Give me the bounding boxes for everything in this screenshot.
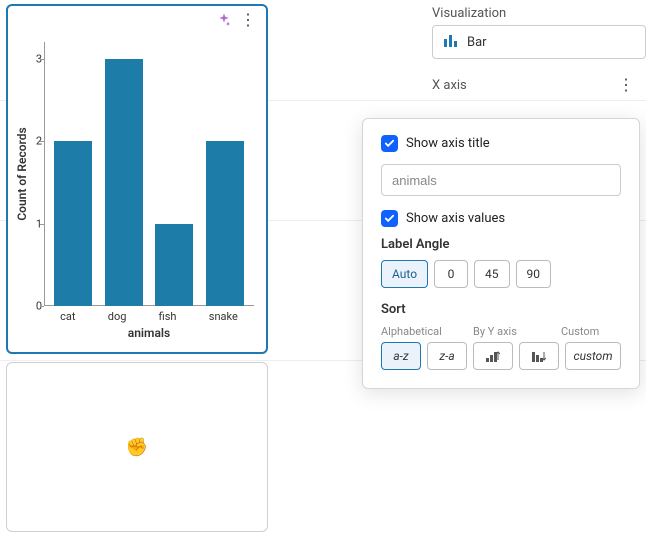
bar-cat[interactable]	[54, 141, 92, 306]
axis-title-input[interactable]	[381, 164, 621, 196]
x-axis-title: animals	[44, 326, 254, 340]
x-tick-label: fish	[159, 310, 177, 323]
show-axis-title-label: Show axis title	[406, 136, 490, 151]
y-axis-title: Count of Records	[15, 127, 29, 220]
sort-alpha-z-a[interactable]: z-a	[427, 342, 467, 370]
sort-label: Sort	[381, 302, 621, 317]
chart-card[interactable]: ⋮ Count of Records 0123 catdogfishsnake …	[6, 4, 268, 354]
angle-option-45[interactable]: 45	[474, 260, 510, 288]
sort-yaxis-desc-icon[interactable]	[519, 342, 559, 370]
angle-option-auto[interactable]: Auto	[381, 260, 428, 288]
sort-header-custom: Custom	[561, 325, 599, 338]
x-tick-label: snake	[209, 310, 238, 323]
angle-option-0[interactable]: 0	[434, 260, 468, 288]
chart-plot	[44, 42, 254, 306]
y-tick-mark	[40, 306, 44, 307]
label-angle-label: Label Angle	[381, 237, 621, 252]
sort-header-yaxis: By Y axis	[473, 325, 561, 338]
x-tick-labels: cat dog fish snake	[44, 310, 254, 323]
sort-alpha-a-z[interactable]: a-z	[381, 342, 421, 370]
visualization-section-label: Visualization	[420, 0, 646, 25]
x-axis-section-label: X axis	[432, 78, 467, 93]
visualization-value: Bar	[467, 35, 487, 50]
bar-snake[interactable]	[206, 141, 244, 306]
visualization-select[interactable]: Bar	[432, 25, 646, 59]
x-axis-config-popup: Show axis title Show axis values Label A…	[362, 118, 640, 389]
show-axis-title-checkbox[interactable]	[381, 135, 398, 152]
sort-custom-button[interactable]: custom	[565, 342, 621, 370]
x-tick-label: cat	[60, 310, 75, 323]
angle-option-90[interactable]: 90	[516, 260, 552, 288]
sort-header-alpha: Alphabetical	[381, 325, 473, 338]
x-tick-label: dog	[108, 310, 127, 323]
show-axis-values-label: Show axis values	[406, 211, 505, 226]
x-axis-menu-icon[interactable]: ⋮	[616, 77, 636, 93]
bar-chart-icon	[443, 33, 459, 51]
y-tick-mark	[40, 224, 44, 225]
grab-cursor-icon: ✊	[126, 437, 148, 458]
bar-fish[interactable]	[155, 224, 193, 307]
y-tick-mark	[40, 141, 44, 142]
y-tick-mark	[40, 59, 44, 60]
empty-card[interactable]: ✊	[6, 362, 268, 532]
card-menu-icon[interactable]: ⋮	[238, 12, 258, 28]
ai-sparkle-icon[interactable]	[216, 12, 232, 28]
show-axis-values-checkbox[interactable]	[381, 210, 398, 227]
bar-dog[interactable]	[105, 59, 143, 307]
sort-yaxis-asc-icon[interactable]	[473, 342, 513, 370]
